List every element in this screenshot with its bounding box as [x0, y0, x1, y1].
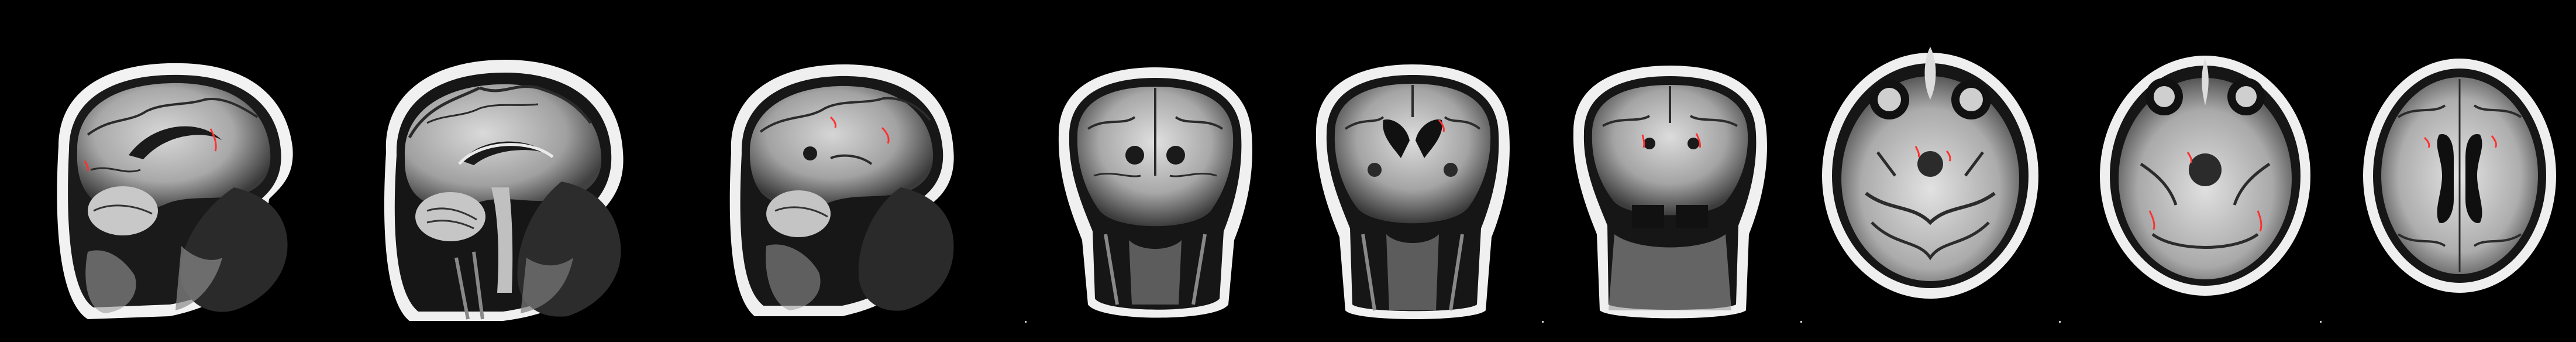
separator-dot	[2320, 321, 2322, 323]
mri-panel-axial-3	[2346, 0, 2576, 342]
mri-panel-coronal-2	[1299, 0, 1532, 342]
mri-panel-sagittal-1	[35, 0, 339, 342]
separator-dot	[1025, 321, 1027, 323]
mri-panel-coronal-1	[1041, 0, 1275, 342]
mri-panel-coronal-3	[1556, 0, 1790, 342]
mri-panel-axial-2	[2082, 0, 2328, 342]
separator-dot	[1542, 321, 1544, 323]
mri-panel-sagittal-2	[363, 0, 667, 342]
separator-dot	[1800, 321, 1802, 323]
mri-panel-axial-1	[1813, 0, 2059, 342]
mri-panel-sagittal-3	[725, 0, 994, 342]
separator-dot	[2059, 321, 2061, 323]
